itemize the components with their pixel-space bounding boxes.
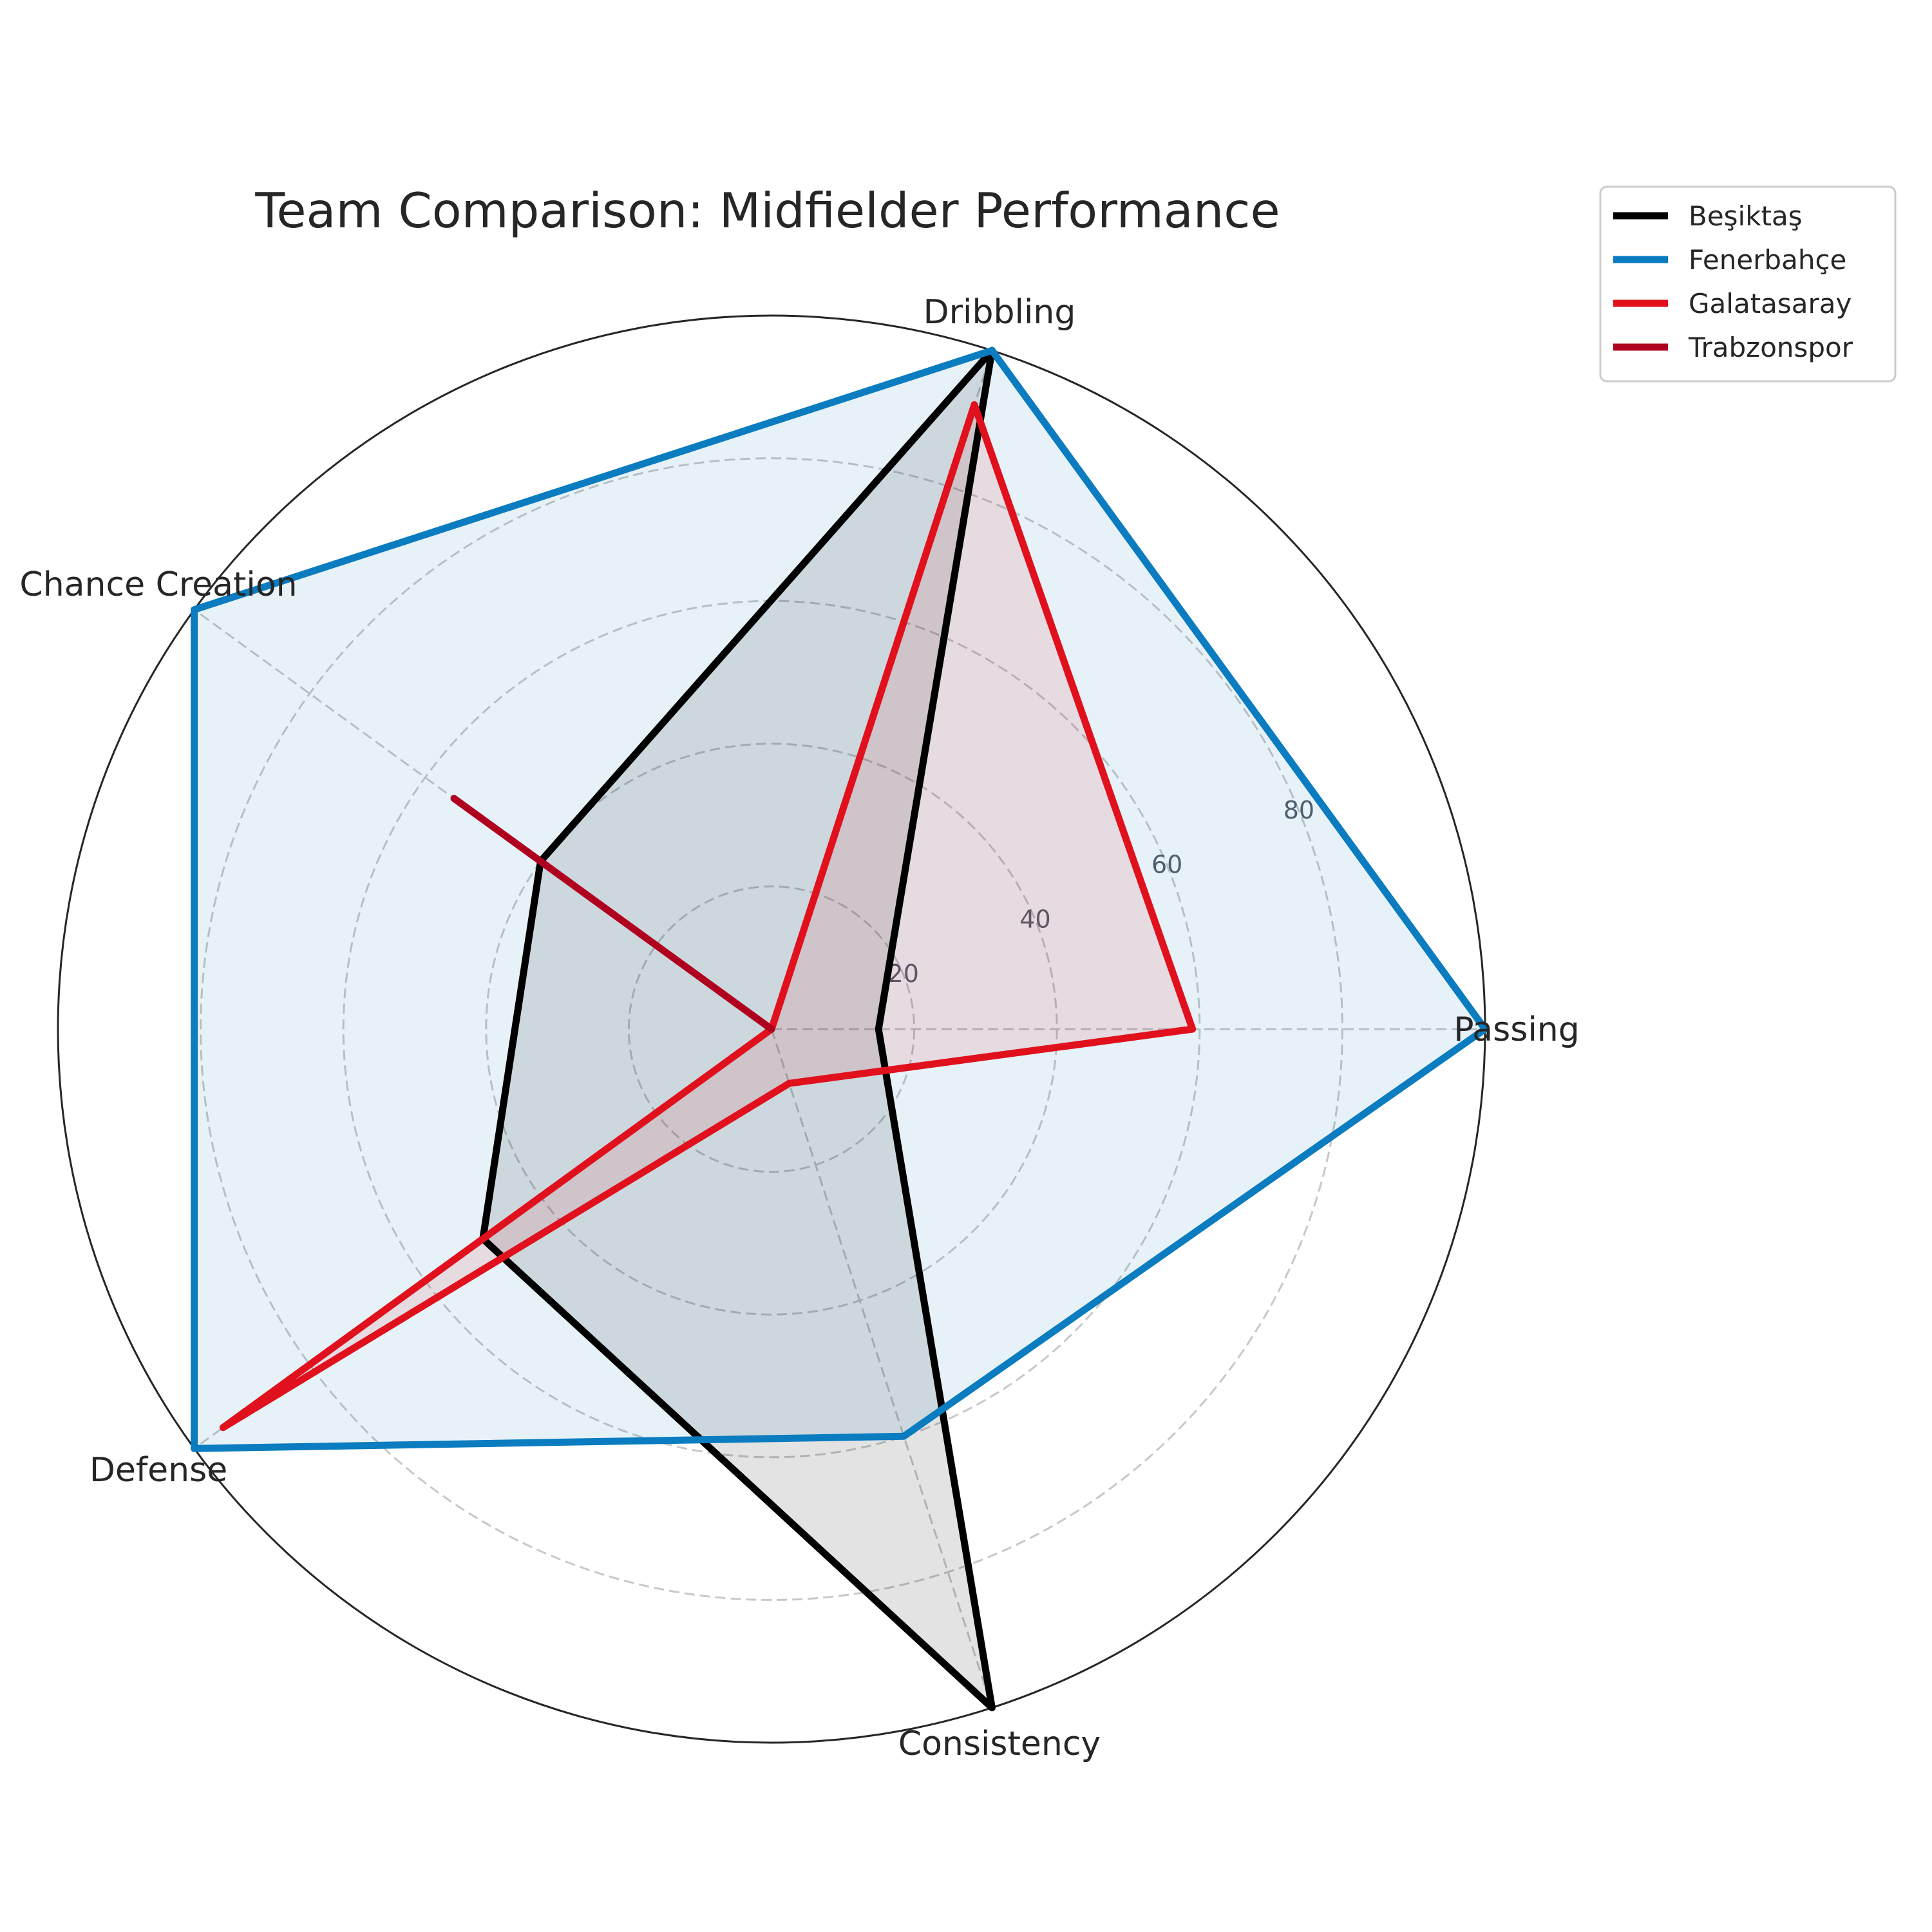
axis-label-dribbling: Dribbling [923,293,1076,332]
chart-title: Team Comparison: Midfielder Performance [254,182,1280,239]
series-line-be-ikta- [479,346,996,1712]
legend-label-galatasaray: Galatasaray [1689,288,1852,319]
r-tick-label-40: 40 [1019,905,1050,933]
legend-label-be-ikta-: Beşiktaş [1689,200,1803,232]
grid-circle-20 [627,885,916,1173]
axis-label-defense: Defense [90,1451,227,1490]
legend: Beşiktaş Fenerbahçe Galatasaray Trabzonspor [1599,185,1897,383]
series-line-trabzonspor [450,795,775,1033]
r-tick-label-80: 80 [1283,796,1314,824]
axis-labels: Passing Dribbling Chance Creation Defense Co… [19,293,1579,1763]
legend-frame [1599,185,1897,383]
grid-circle-80 [200,457,1343,1601]
series-line-galatasaray [219,401,1197,1432]
r-tick-label-60: 60 [1151,851,1182,879]
axis-label-consistency: Consistency [898,1725,1101,1763]
series-fill-galatasaray [223,404,1193,1428]
series-lines [191,346,1489,1712]
series-fill-be-ikta- [482,350,992,1708]
spoke-4 [770,1028,993,1709]
series-fill-fenerbah-e [194,350,1486,1449]
legend-label-trabzonspor: Trabzonspor [1688,332,1853,363]
axis-label-chance-creation: Chance Creation [19,565,297,604]
axis-label-passing: Passing [1454,1010,1579,1049]
grid-circle-40 [485,743,1058,1316]
r-tick-label-20: 20 [888,960,919,988]
series-line-fenerbah-e [191,346,1489,1452]
legend-label-fenerbah-e: Fenerbahçe [1689,244,1846,276]
series-fills [194,350,1486,1708]
